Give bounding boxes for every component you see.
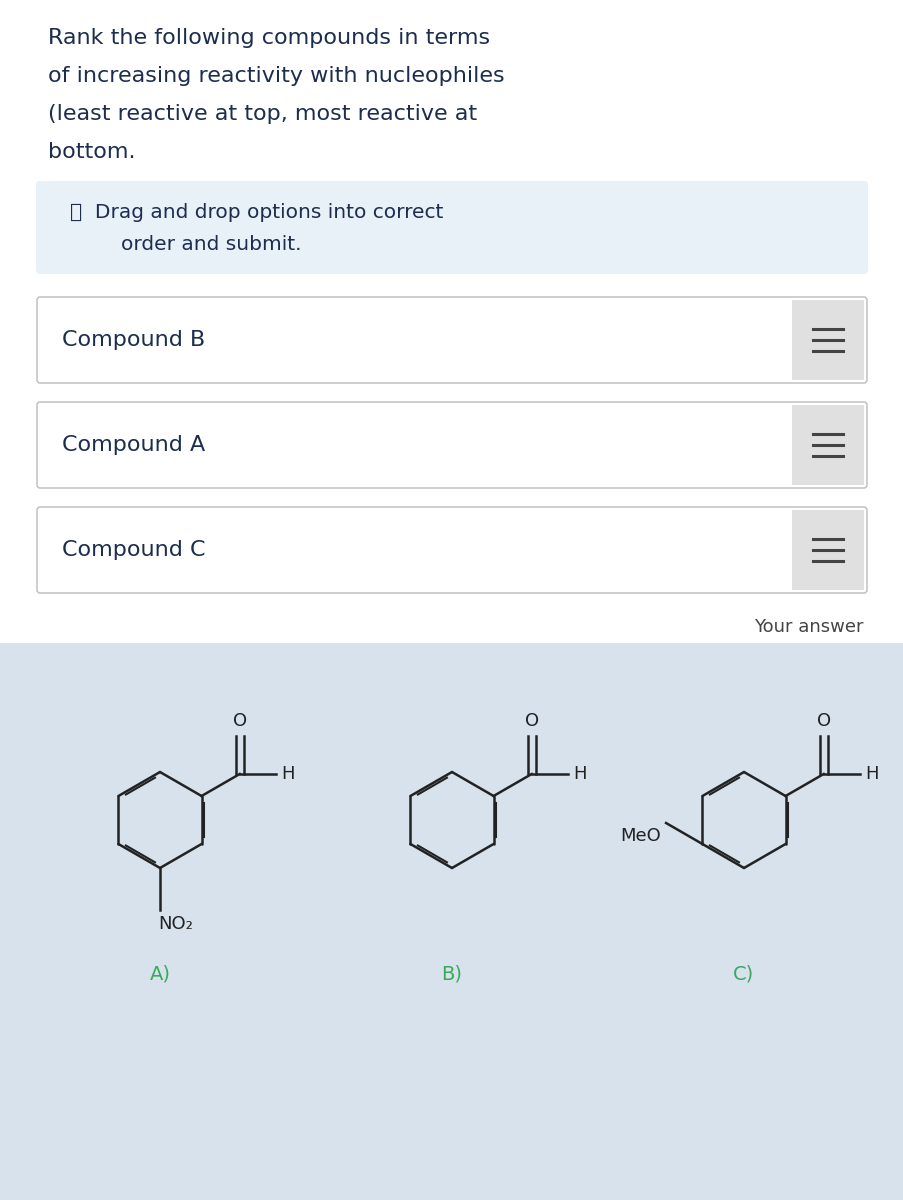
Text: A): A) (149, 965, 171, 984)
Text: B): B) (441, 965, 462, 984)
Text: MeO: MeO (619, 827, 660, 845)
Text: bottom.: bottom. (48, 142, 135, 162)
Text: O: O (524, 712, 538, 730)
FancyBboxPatch shape (37, 402, 866, 488)
Text: H: H (282, 766, 295, 782)
Bar (791, 510, 863, 590)
FancyBboxPatch shape (36, 181, 867, 274)
Text: C): C) (732, 965, 754, 984)
Bar (0, 643, 903, 1200)
Text: O: O (232, 712, 247, 730)
Text: O: O (815, 712, 830, 730)
Text: order and submit.: order and submit. (70, 235, 302, 254)
Text: Your answer: Your answer (754, 618, 863, 636)
Text: Compound B: Compound B (62, 330, 205, 350)
Text: of increasing reactivity with nucleophiles: of increasing reactivity with nucleophil… (48, 66, 504, 86)
Text: Compound C: Compound C (62, 540, 205, 560)
Text: (least reactive at top, most reactive at: (least reactive at top, most reactive at (48, 104, 477, 124)
FancyBboxPatch shape (37, 506, 866, 593)
Bar (791, 404, 863, 485)
Text: ⓘ  Drag and drop options into correct: ⓘ Drag and drop options into correct (70, 203, 442, 222)
Bar (791, 300, 863, 380)
Text: Rank the following compounds in terms: Rank the following compounds in terms (48, 28, 489, 48)
Text: H: H (865, 766, 879, 782)
Text: H: H (573, 766, 587, 782)
FancyBboxPatch shape (37, 296, 866, 383)
Text: NO₂: NO₂ (158, 914, 192, 934)
Text: Compound A: Compound A (62, 434, 205, 455)
